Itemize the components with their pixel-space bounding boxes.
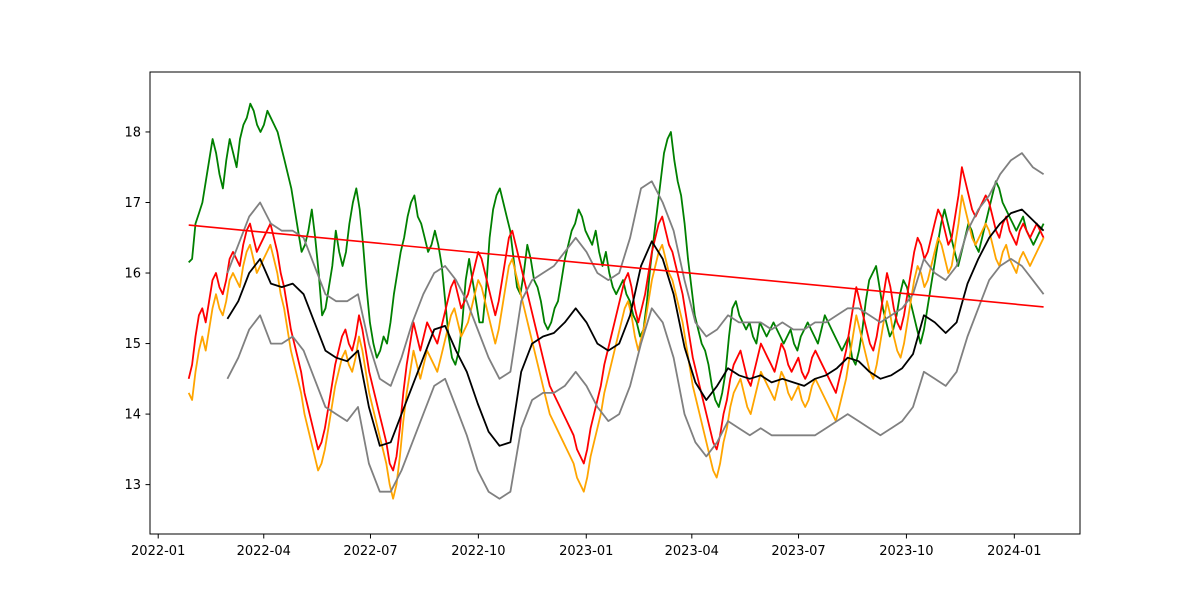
x-tick-label: 2022-10 bbox=[451, 544, 505, 559]
x-axis: 2022-01 2022-04 2022-07 2022-10 2023-01 2023-… bbox=[131, 534, 1041, 559]
x-tick-label: 2023-07 bbox=[771, 544, 825, 559]
series-layer bbox=[187, 102, 1045, 500]
series-line-5 bbox=[226, 152, 1045, 387]
y-tick-label: 14 bbox=[124, 408, 141, 423]
x-tick-label: 2022-07 bbox=[343, 544, 397, 559]
series-line-2 bbox=[187, 166, 1045, 472]
y-tick-label: 18 bbox=[124, 125, 141, 140]
series-line-1 bbox=[188, 102, 1045, 408]
x-tick-label: 2023-01 bbox=[559, 544, 613, 559]
y-tick-label: 15 bbox=[124, 337, 141, 352]
y-tick-label: 13 bbox=[124, 478, 141, 493]
y-tick-label: 17 bbox=[124, 196, 141, 211]
x-tick-label: 2023-04 bbox=[665, 544, 719, 559]
x-tick-label: 2023-10 bbox=[879, 544, 933, 559]
series-line-7 bbox=[188, 224, 1044, 308]
y-axis: 13 14 15 16 17 18 bbox=[124, 125, 150, 493]
plot-frame bbox=[149, 71, 1081, 535]
x-tick-label: 2024-01 bbox=[987, 544, 1041, 559]
x-tick-label: 2022-04 bbox=[237, 544, 291, 559]
series-line-6 bbox=[226, 257, 1045, 500]
x-tick-label: 2022-01 bbox=[131, 544, 185, 559]
y-tick-label: 16 bbox=[124, 267, 141, 282]
series-line-4 bbox=[226, 208, 1045, 447]
